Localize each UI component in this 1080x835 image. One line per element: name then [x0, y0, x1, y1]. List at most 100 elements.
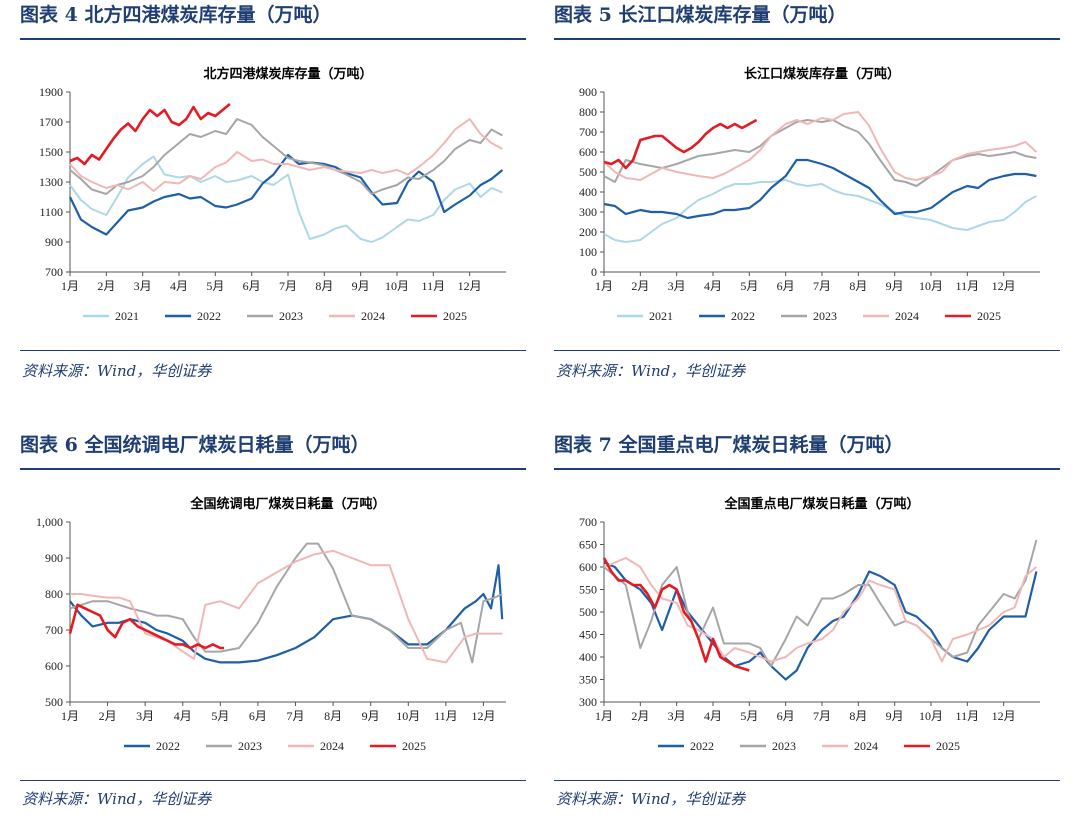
x-tick-label: 3月: [668, 709, 686, 723]
x-tick-label: 9月: [886, 279, 904, 293]
legend-label: 2021: [649, 309, 673, 323]
series-line-2022: [603, 561, 1038, 681]
x-tick-label: 7月: [813, 279, 831, 293]
series-line-2023: [603, 539, 1038, 667]
x-tick-label: 9月: [352, 279, 370, 293]
x-tick-label: 12月: [471, 709, 495, 723]
x-tick-label: 4月: [170, 279, 188, 293]
legend-label: 2022: [156, 739, 180, 753]
source-note: 资料来源：Wind，华创证券: [556, 362, 746, 380]
y-tick-label: 100: [579, 245, 597, 259]
series-line-2022: [603, 158, 1037, 220]
footer-rule: [554, 350, 1060, 351]
x-tick-label: 1月: [61, 279, 79, 293]
series-line-2024: [70, 549, 503, 664]
y-tick-label: 600: [579, 560, 597, 574]
x-tick-label: 5月: [206, 279, 224, 293]
y-tick-label: 600: [579, 145, 597, 159]
x-tick-label: 9月: [362, 709, 380, 723]
panel-heading: 图表 4 北方四港煤炭库存量（万吨）: [20, 4, 332, 26]
x-tick-label: 2月: [631, 709, 649, 723]
x-tick-label: 11月: [956, 709, 980, 723]
series-line-2024: [603, 557, 1038, 663]
chart-title: 全国统调电厂煤炭日耗量（万吨）: [189, 496, 385, 512]
y-tick-label: 700: [45, 265, 63, 279]
y-tick-label: 400: [579, 185, 597, 199]
footer-rule: [20, 780, 526, 781]
x-tick-label: 6月: [243, 279, 261, 293]
y-tick-label: 300: [579, 695, 597, 709]
y-tick-label: 300: [579, 205, 597, 219]
legend-label: 2023: [772, 739, 796, 753]
legend-label: 2021: [115, 309, 139, 323]
x-tick-label: 4月: [174, 709, 192, 723]
x-tick-label: 6月: [777, 709, 795, 723]
y-tick-label: 1100: [39, 205, 63, 219]
series-line-2023: [603, 119, 1037, 187]
legend-label: 2024: [854, 739, 878, 753]
x-tick-label: 4月: [704, 279, 722, 293]
y-tick-label: 0: [591, 265, 597, 279]
x-tick-label: 10月: [385, 279, 409, 293]
legend-label: 2025: [936, 739, 960, 753]
series-line-2021: [69, 155, 503, 243]
x-tick-label: 1月: [595, 709, 613, 723]
series-line-2025: [69, 102, 231, 166]
y-tick-label: 700: [579, 515, 597, 529]
panel-heading: 图表 5 长江口煤炭库存量（万吨）: [554, 4, 847, 26]
legend-label: 2022: [690, 739, 714, 753]
legend-label: 2022: [731, 309, 755, 323]
x-tick-label: 10月: [396, 709, 420, 723]
x-tick-label: 5月: [740, 279, 758, 293]
x-tick-label: 7月: [279, 279, 297, 293]
series-line-2024: [69, 118, 503, 192]
x-tick-label: 2月: [99, 709, 117, 723]
legend-label: 2025: [443, 309, 467, 323]
source-note: 资料来源：Wind，华创证券: [22, 362, 212, 380]
y-tick-label: 400: [579, 650, 597, 664]
panel-northern-ports: 图表 4 北方四港煤炭库存量（万吨） 北方四港煤炭库存量（万吨） 700 900 11…: [20, 0, 528, 405]
y-tick-label: 350: [579, 673, 597, 687]
y-tick-label: 800: [579, 105, 597, 119]
chart-northern-ports: 北方四港煤炭库存量（万吨） 700 900 1100 1300 1500 1700 1900 1…: [39, 66, 506, 323]
series-line-2025: [602, 557, 750, 672]
y-tick-label: 1700: [39, 115, 63, 129]
x-tick-label: 3月: [136, 709, 154, 723]
x-tick-label: 8月: [849, 709, 867, 723]
legend-label: 2024: [320, 739, 344, 753]
y-tick-label: 1500: [39, 145, 63, 159]
legend-label: 2025: [977, 309, 1001, 323]
x-tick-label: 5月: [211, 709, 229, 723]
x-tick-label: 12月: [992, 709, 1016, 723]
x-tick-label: 11月: [422, 279, 446, 293]
chart-title: 北方四港煤炭库存量（万吨）: [203, 66, 372, 82]
y-tick-label: 650: [579, 538, 597, 552]
y-tick-label: 200: [579, 225, 597, 239]
x-tick-label: 8月: [315, 279, 333, 293]
y-tick-label: 900: [45, 235, 63, 249]
x-tick-label: 5月: [740, 709, 758, 723]
x-tick-label: 10月: [919, 279, 943, 293]
x-tick-label: 12月: [992, 279, 1016, 293]
heading-rule: [554, 38, 1060, 40]
panel-key-plants: 图表 7 全国重点电厂煤炭日耗量（万吨） 全国重点电厂煤炭日耗量（万吨） 300 3…: [554, 430, 1062, 835]
y-tick-label: 800: [45, 587, 63, 601]
panel-yangtze-estuary: 图表 5 长江口煤炭库存量（万吨） 长江口煤炭库存量（万吨） 0 100 200 300…: [554, 0, 1062, 405]
x-tick-label: 7月: [813, 709, 831, 723]
y-tick-label: 900: [579, 85, 597, 99]
panel-heading: 图表 6 全国统调电厂煤炭日耗量（万吨）: [20, 434, 370, 456]
legend-label: 2023: [279, 309, 303, 323]
legend-label: 2024: [895, 309, 919, 323]
series-line-2021: [603, 179, 1037, 243]
source-note: 资料来源：Wind，华创证券: [556, 790, 746, 808]
y-tick-label: 450: [579, 628, 597, 642]
panel-unified-plants: 图表 6 全国统调电厂煤炭日耗量（万吨） 全国统调电厂煤炭日耗量（万吨） 500 6…: [20, 430, 528, 835]
x-tick-label: 1月: [595, 279, 613, 293]
x-tick-label: 10月: [919, 709, 943, 723]
chart-title: 全国重点电厂煤炭日耗量（万吨）: [723, 496, 919, 512]
x-tick-label: 6月: [249, 709, 267, 723]
x-tick-label: 8月: [324, 709, 342, 723]
x-tick-label: 2月: [631, 279, 649, 293]
y-tick-label: 500: [579, 605, 597, 619]
x-tick-label: 4月: [704, 709, 722, 723]
